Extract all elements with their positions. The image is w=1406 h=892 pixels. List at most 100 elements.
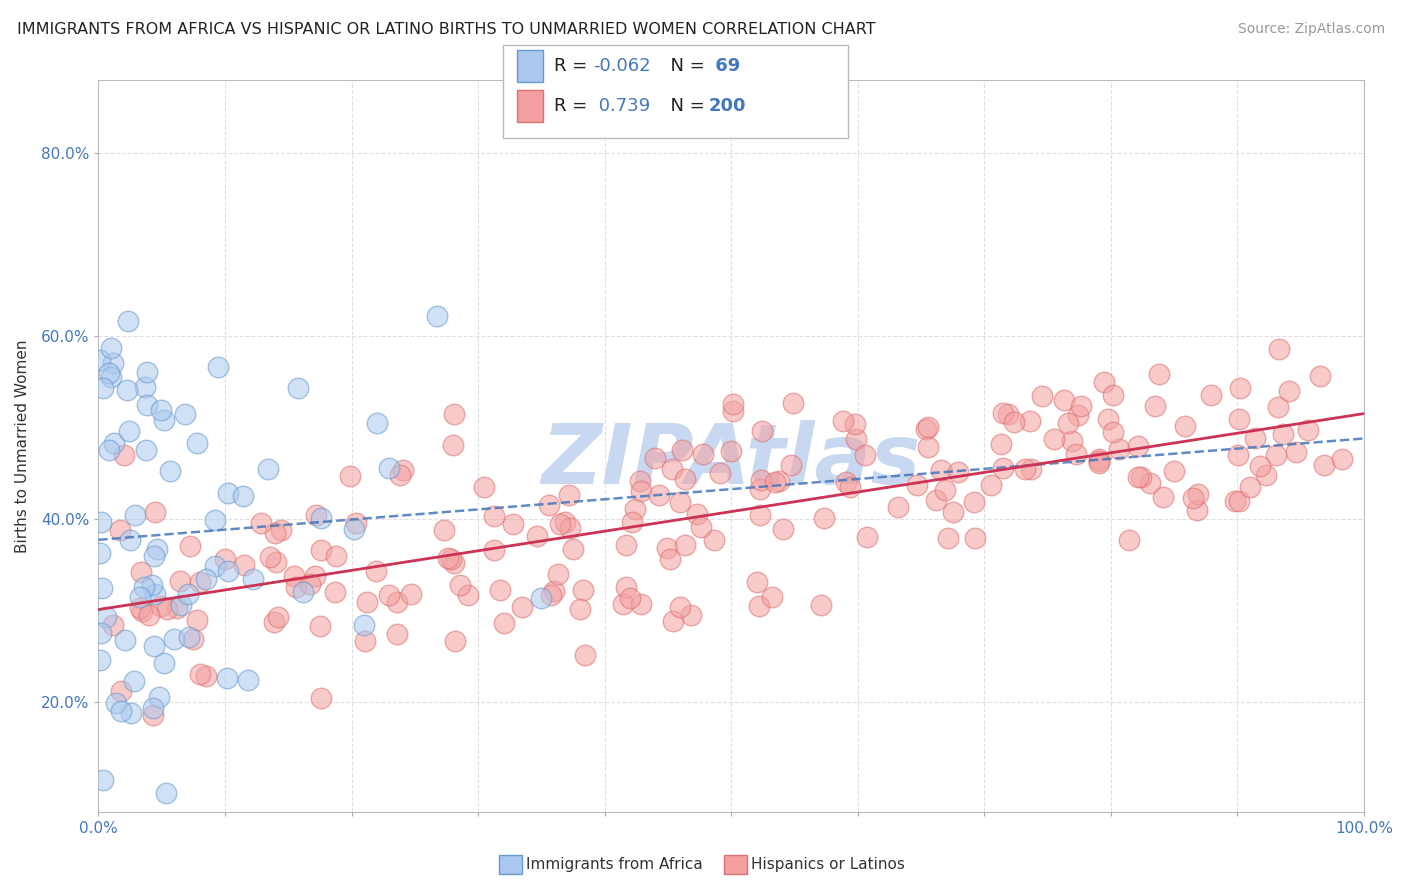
Point [1126, 469, 1149, 483]
Point [749, 483, 772, 497]
Point [207, 359, 229, 374]
Point [1060, 434, 1083, 448]
Point [169, 574, 191, 589]
Point [142, 549, 165, 564]
Point [1227, 493, 1250, 508]
Point [391, 463, 413, 477]
Point [204, 558, 226, 573]
Point [270, 523, 292, 537]
Point [644, 451, 666, 466]
Point [936, 531, 959, 545]
Point [761, 591, 783, 605]
Point [540, 588, 562, 602]
Point [287, 381, 309, 395]
Point [1239, 480, 1261, 494]
Text: -0.062: -0.062 [593, 57, 651, 75]
Point [1264, 448, 1286, 462]
Point [749, 473, 772, 487]
Point [190, 666, 212, 681]
Point [628, 475, 651, 489]
Point [104, 696, 127, 710]
Point [887, 500, 910, 514]
Point [149, 403, 172, 417]
Point [263, 615, 285, 629]
Point [146, 542, 169, 557]
Point [143, 505, 166, 519]
Point [344, 516, 367, 530]
Point [242, 572, 264, 586]
Point [702, 533, 724, 548]
Text: R =: R = [554, 97, 593, 115]
Point [547, 566, 569, 581]
Point [89, 547, 111, 561]
Point [1296, 423, 1319, 437]
Point [619, 591, 641, 605]
Point [1174, 419, 1197, 434]
Point [1118, 533, 1140, 548]
Point [917, 440, 939, 454]
Point [304, 568, 326, 582]
Point [669, 600, 692, 615]
Point [217, 564, 239, 578]
Text: 200: 200 [709, 97, 747, 115]
Point [690, 520, 713, 534]
Point [1185, 503, 1208, 517]
Point [309, 511, 332, 525]
Point [1249, 459, 1271, 474]
Point [163, 632, 186, 646]
Point [122, 673, 145, 688]
Point [574, 648, 596, 662]
Point [1267, 400, 1289, 414]
Point [472, 480, 495, 494]
Point [131, 604, 153, 618]
Point [661, 462, 683, 476]
Text: Immigrants from Africa: Immigrants from Africa [526, 857, 703, 871]
Y-axis label: Births to Unmarried Women: Births to Unmarried Women [15, 339, 30, 553]
Point [692, 447, 714, 461]
Point [152, 656, 174, 670]
Point [215, 671, 238, 685]
Point [1102, 388, 1125, 402]
Point [709, 466, 731, 480]
Point [285, 580, 308, 594]
Point [181, 632, 204, 646]
Point [153, 413, 176, 427]
Point [720, 444, 742, 458]
Point [1067, 408, 1090, 422]
Point [142, 639, 165, 653]
Point [1092, 376, 1115, 390]
Point [378, 460, 401, 475]
Point [1254, 467, 1277, 482]
Point [108, 523, 131, 537]
Point [560, 521, 582, 535]
Point [194, 669, 217, 683]
Point [232, 489, 254, 503]
Point [305, 508, 328, 522]
Point [673, 472, 696, 486]
Point [264, 555, 287, 569]
Point [991, 461, 1014, 475]
Point [437, 550, 460, 565]
Point [115, 383, 138, 397]
Point [659, 551, 682, 566]
Point [1014, 461, 1036, 475]
Point [925, 492, 948, 507]
Point [1227, 448, 1250, 462]
Point [1130, 470, 1153, 484]
Point [810, 598, 832, 612]
Point [110, 704, 132, 718]
Point [264, 525, 287, 540]
Point [1309, 368, 1331, 383]
Point [128, 591, 150, 605]
Point [917, 420, 939, 434]
Point [929, 463, 952, 477]
Point [135, 365, 157, 379]
Point [93, 773, 115, 788]
Point [624, 502, 647, 516]
Point [942, 505, 965, 519]
Point [963, 495, 986, 509]
Point [134, 380, 156, 394]
Point [120, 706, 142, 720]
Point [838, 480, 860, 494]
Point [671, 443, 693, 458]
